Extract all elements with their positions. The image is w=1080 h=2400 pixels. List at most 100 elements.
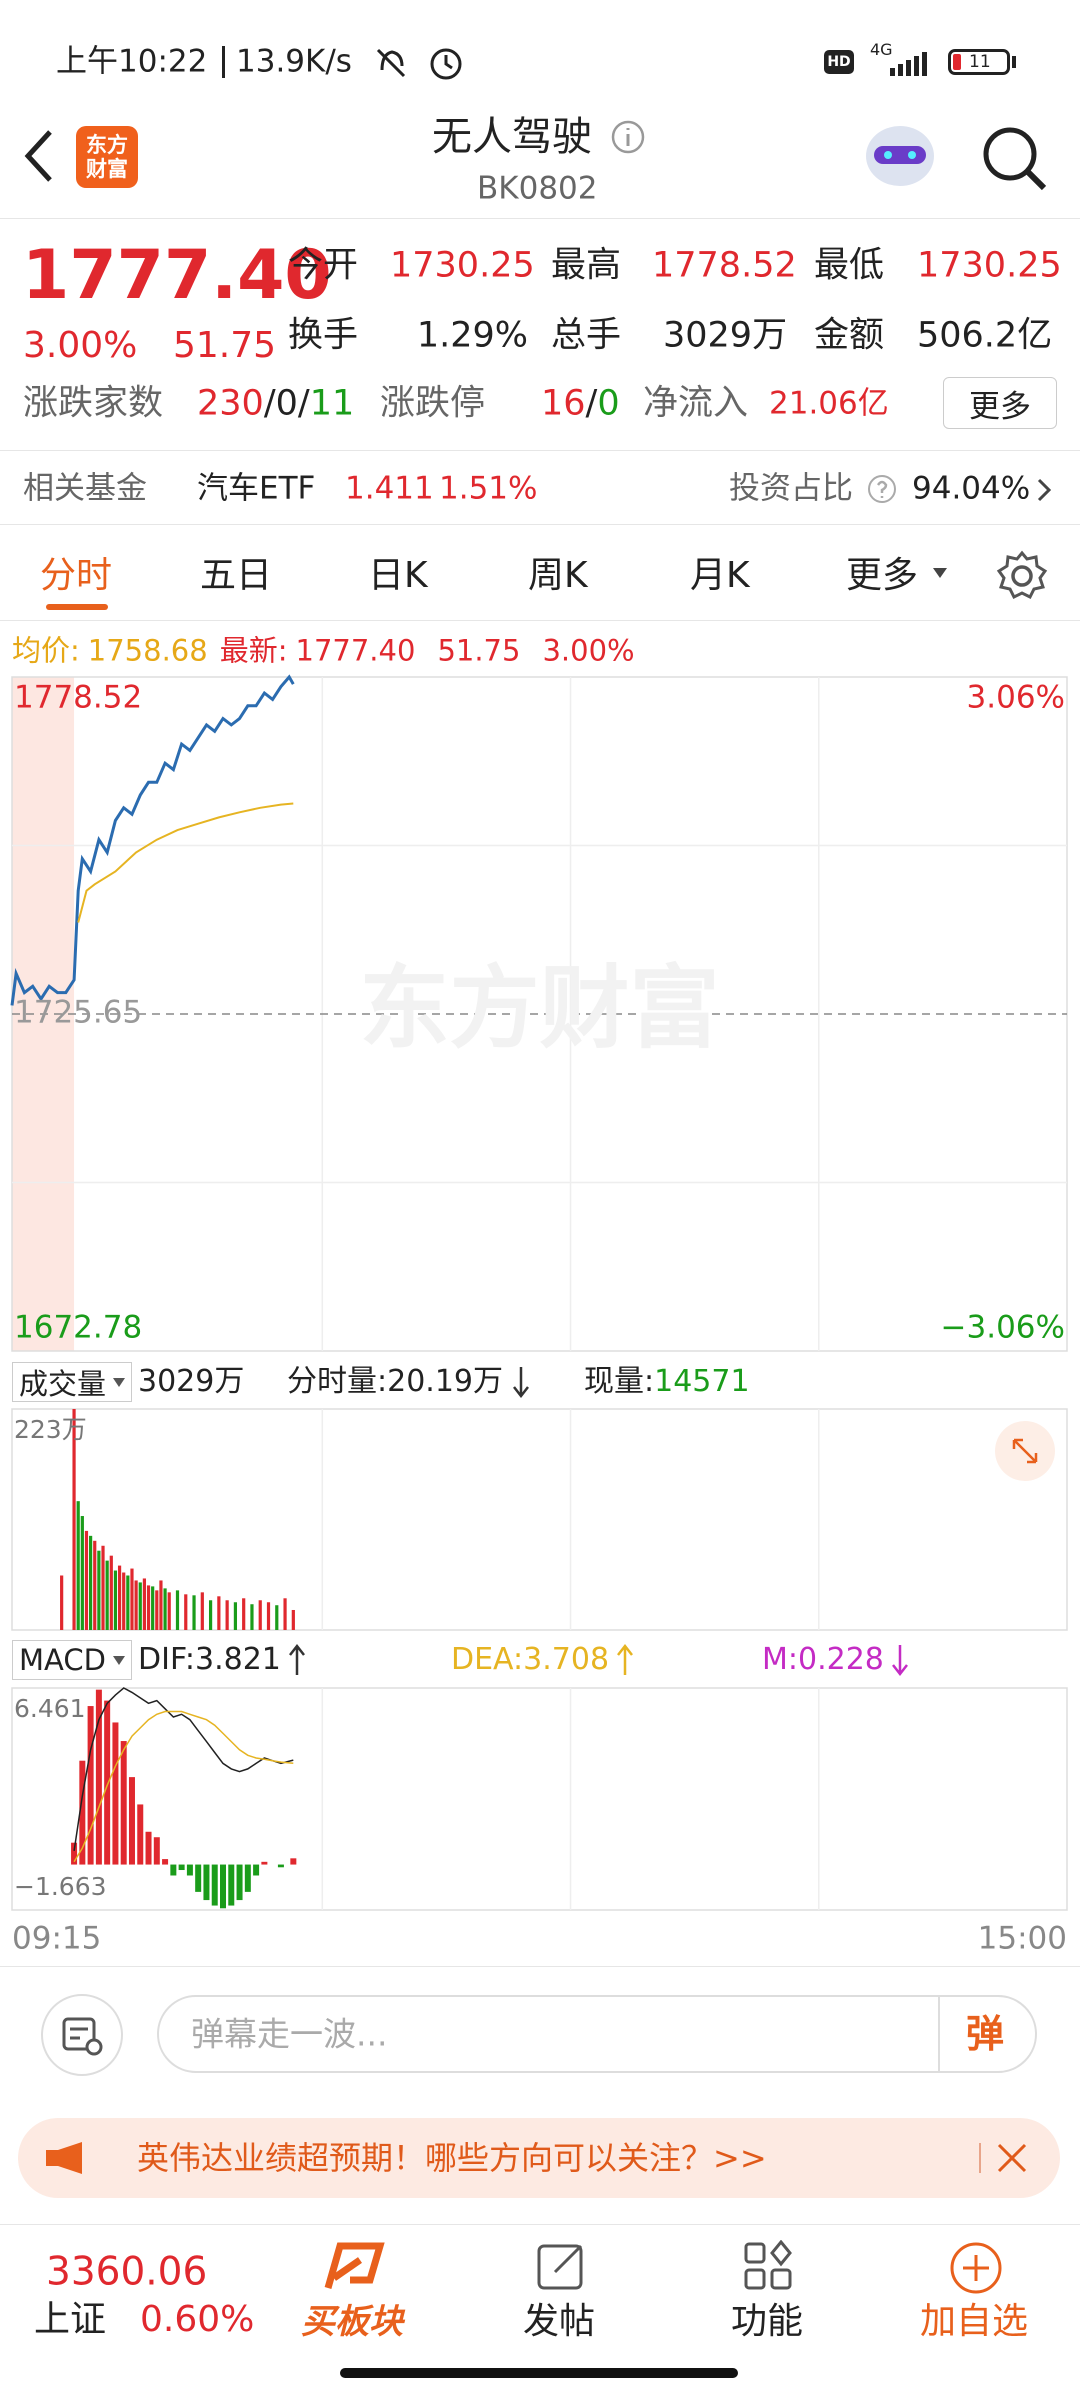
- app-logo[interactable]: 东方 财富: [76, 126, 138, 188]
- volume-bar: [105, 1560, 109, 1630]
- banner-divider: [979, 2143, 981, 2173]
- avatar[interactable]: [860, 120, 940, 196]
- last-value: 1777.40: [295, 633, 416, 668]
- fund-pct: 1.51%: [439, 470, 538, 507]
- y-tick-label: 1672.78: [14, 1310, 142, 1346]
- field-value: 506.2亿: [917, 315, 1053, 356]
- fund-name[interactable]: 汽车ETF: [197, 470, 316, 507]
- breadth-label: 涨跌家数: [23, 383, 164, 424]
- dea-line: [73, 1710, 294, 1863]
- dropdown-triangle: [112, 1656, 125, 1665]
- macd-bar: [253, 1864, 260, 1876]
- down-count: 11: [309, 383, 355, 424]
- ratio-label: 投资占比: [729, 470, 853, 507]
- tab[interactable]: 五日: [200, 555, 273, 596]
- nav-item[interactable]: 发帖: [523, 2301, 596, 2342]
- x-tick-label: 15:00: [978, 1921, 1067, 1957]
- close-banner[interactable]: [996, 2142, 1028, 2174]
- separator: [222, 46, 225, 78]
- volume-bar: [159, 1580, 163, 1630]
- danmaku-button[interactable]: 弹: [966, 2012, 1005, 2056]
- dif-value: DIF:3.821: [138, 1642, 281, 1677]
- back-button[interactable]: [20, 128, 60, 184]
- plot-frame: [11, 1687, 1068, 1911]
- banner-text: 英伟达业绩超预期！哪些方向可以关注？>>: [137, 2139, 767, 2177]
- volume-bar: [155, 1590, 159, 1630]
- info-icon[interactable]: [610, 119, 646, 155]
- signal-icon: [890, 52, 927, 76]
- search-button[interactable]: [980, 124, 1050, 194]
- function-icon: [744, 2240, 792, 2290]
- banner[interactable]: [18, 2118, 1060, 2198]
- status-icons: [376, 48, 462, 80]
- chevron: [1037, 478, 1052, 502]
- clock: 上午10:22: [56, 43, 208, 80]
- field-label: 换手: [288, 315, 359, 356]
- indicator-selector[interactable]: MACD: [12, 1640, 132, 1680]
- volume-bar: [101, 1545, 105, 1630]
- help-mark: [876, 480, 888, 498]
- tab[interactable]: 更多: [846, 555, 919, 596]
- signal-bar: [898, 64, 903, 76]
- volume-bar: [291, 1609, 295, 1630]
- battery-level: [953, 54, 961, 70]
- field-value: 1730.25: [390, 245, 535, 286]
- macd-bar: [71, 1842, 78, 1865]
- flat-count: 0: [275, 383, 298, 424]
- nav-item[interactable]: 功能: [731, 2301, 804, 2342]
- avg-label: 均价:: [12, 633, 80, 668]
- last-price: 1777.40: [22, 236, 332, 315]
- macd-bar: [236, 1864, 243, 1901]
- nav-item[interactable]: 加自选: [920, 2301, 1029, 2342]
- volume-bar: [217, 1596, 221, 1630]
- comment-input[interactable]: [157, 1995, 1037, 2073]
- more-button[interactable]: 更多: [943, 377, 1057, 429]
- inflow-label: 净流入: [643, 383, 749, 424]
- index-value[interactable]: 3360.06: [46, 2249, 208, 2295]
- tab[interactable]: 周K: [528, 555, 588, 596]
- dropdown-icon: [113, 1378, 126, 1387]
- volume-bar: [266, 1602, 271, 1630]
- macd-bar: [162, 1859, 169, 1865]
- expand-button[interactable]: [994, 1420, 1056, 1482]
- m-label: M:0.228: [762, 1643, 910, 1677]
- tab-indicator: [46, 604, 108, 610]
- macd-bar: [112, 1722, 119, 1865]
- legend-change: 51.75: [437, 633, 521, 668]
- help-circle: [868, 475, 896, 503]
- mute-icon: [376, 48, 406, 78]
- breadth-values: 230/0/11: [197, 383, 355, 424]
- info-circle: [611, 120, 645, 154]
- volume-bar: [117, 1565, 122, 1630]
- volume-bar: [122, 1572, 126, 1630]
- tab-active[interactable]: 分时: [40, 555, 113, 596]
- up-arrow: [288, 1643, 305, 1675]
- tab[interactable]: 月K: [690, 555, 750, 596]
- price-line: [77, 802, 294, 923]
- macd-bar: [220, 1864, 226, 1909]
- macd-bar: [95, 1689, 102, 1865]
- help-icon[interactable]: [866, 473, 898, 505]
- settings-button[interactable]: [996, 550, 1048, 602]
- inflow-value: 21.06亿: [769, 385, 889, 422]
- field-label: 金额: [814, 315, 885, 356]
- search-handle: [1025, 169, 1047, 191]
- index-pct[interactable]: 0.60%: [140, 2299, 255, 2340]
- macd-bar: [244, 1864, 251, 1892]
- nav-item[interactable]: 买板块: [301, 2302, 403, 2342]
- tab[interactable]: 日K: [368, 555, 428, 596]
- close-icon: [997, 2143, 1027, 2173]
- index-name[interactable]: 上证: [34, 2299, 107, 2340]
- icon-cell: [744, 2268, 766, 2290]
- avg-value: 1758.68: [87, 633, 208, 668]
- danmaku-settings[interactable]: [40, 1993, 124, 2077]
- indicator-selector[interactable]: 成交量: [12, 1362, 132, 1402]
- macd-bar: [128, 1777, 135, 1865]
- volume-bar: [109, 1555, 113, 1630]
- logo-text: 东方: [86, 133, 128, 157]
- avatar-eye: [884, 151, 892, 159]
- volume-bar: [175, 1590, 180, 1630]
- volume-bar: [184, 1594, 188, 1630]
- separator: /: [263, 383, 276, 424]
